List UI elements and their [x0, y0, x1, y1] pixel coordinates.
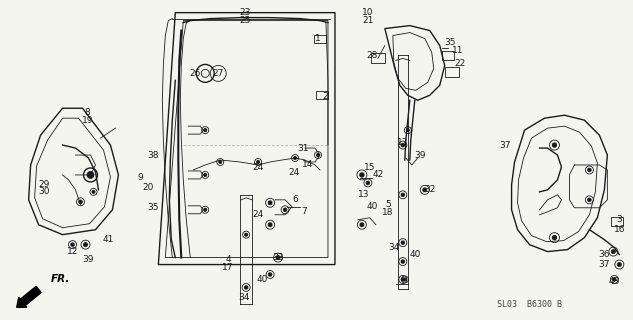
Text: 14: 14 [303, 160, 314, 170]
Circle shape [613, 278, 616, 281]
Text: 37: 37 [599, 260, 610, 269]
Circle shape [268, 223, 272, 227]
Bar [371, 53, 385, 63]
Circle shape [617, 262, 622, 267]
Text: 12: 12 [397, 138, 408, 147]
Bar [316, 91, 328, 99]
Text: 35: 35 [444, 38, 456, 47]
Text: 6: 6 [292, 195, 298, 204]
Circle shape [587, 168, 591, 172]
Circle shape [401, 260, 404, 263]
Circle shape [244, 233, 248, 236]
Text: 7: 7 [301, 207, 307, 216]
Text: 22: 22 [454, 59, 465, 68]
Text: 41: 41 [103, 235, 114, 244]
Circle shape [360, 223, 364, 227]
Text: 40: 40 [367, 202, 377, 211]
Text: 37: 37 [499, 140, 510, 149]
Text: 39: 39 [414, 150, 425, 160]
Circle shape [366, 181, 370, 185]
Circle shape [256, 160, 260, 164]
Text: 2: 2 [322, 92, 328, 101]
Text: 4: 4 [225, 255, 231, 264]
Text: 23: 23 [239, 8, 251, 17]
Circle shape [84, 243, 87, 247]
Bar [611, 217, 624, 226]
Text: 24: 24 [289, 168, 299, 178]
Circle shape [244, 286, 248, 289]
Circle shape [87, 172, 94, 179]
Circle shape [401, 193, 404, 197]
Text: 35: 35 [147, 203, 159, 212]
Circle shape [401, 241, 404, 244]
Bar [314, 35, 326, 43]
Circle shape [78, 200, 82, 204]
Text: 40: 40 [256, 275, 268, 284]
Circle shape [268, 273, 272, 276]
Circle shape [71, 243, 74, 246]
FancyArrow shape [16, 286, 41, 307]
Text: 36: 36 [599, 250, 610, 259]
Text: 8: 8 [85, 108, 91, 117]
Text: 9: 9 [137, 173, 143, 182]
Text: 11: 11 [452, 46, 463, 55]
Circle shape [360, 173, 364, 177]
Text: 28: 28 [367, 51, 377, 60]
Circle shape [218, 160, 222, 164]
Circle shape [587, 198, 591, 202]
Text: 42: 42 [372, 171, 384, 180]
Text: 15: 15 [364, 164, 375, 172]
Text: FR.: FR. [51, 275, 70, 284]
Text: 33: 33 [272, 253, 284, 262]
Text: 19: 19 [82, 116, 93, 125]
Text: 21: 21 [362, 16, 373, 25]
Text: 24: 24 [253, 164, 264, 172]
Text: 40: 40 [409, 250, 420, 259]
Text: 13: 13 [358, 190, 370, 199]
Text: 17: 17 [222, 263, 234, 272]
Circle shape [268, 201, 272, 205]
Text: 12: 12 [67, 247, 78, 256]
Text: 20: 20 [142, 183, 154, 192]
Text: 38: 38 [147, 150, 159, 160]
Text: 3: 3 [617, 215, 622, 224]
Text: 16: 16 [613, 225, 625, 234]
Text: 43: 43 [609, 277, 620, 286]
Text: 25: 25 [239, 16, 251, 25]
Circle shape [276, 256, 280, 260]
Text: SL03  B6300 B: SL03 B6300 B [497, 300, 561, 309]
Circle shape [403, 278, 406, 281]
Circle shape [204, 129, 207, 132]
Text: 5: 5 [385, 200, 391, 209]
Text: 34: 34 [388, 243, 399, 252]
Circle shape [401, 143, 404, 147]
Text: 31: 31 [298, 144, 309, 153]
Circle shape [552, 236, 556, 240]
Circle shape [552, 143, 556, 147]
Text: 18: 18 [382, 208, 394, 217]
Circle shape [316, 154, 320, 156]
Text: 34: 34 [239, 293, 250, 302]
Circle shape [401, 278, 404, 281]
Text: 39: 39 [83, 255, 94, 264]
Circle shape [92, 190, 95, 193]
Circle shape [284, 208, 287, 212]
Circle shape [294, 156, 297, 160]
Circle shape [423, 188, 427, 192]
Text: 1: 1 [315, 34, 321, 43]
Text: 29: 29 [38, 180, 49, 189]
Bar [445, 68, 459, 77]
Circle shape [406, 129, 410, 132]
Text: 30: 30 [38, 188, 49, 196]
Text: 26: 26 [189, 69, 201, 78]
Text: 24: 24 [253, 210, 264, 219]
Bar [442, 51, 454, 60]
Text: 10: 10 [362, 8, 373, 17]
Text: 32: 32 [424, 185, 436, 194]
Circle shape [204, 173, 207, 177]
Text: 27: 27 [213, 69, 224, 78]
Circle shape [611, 250, 615, 254]
Circle shape [204, 208, 207, 211]
